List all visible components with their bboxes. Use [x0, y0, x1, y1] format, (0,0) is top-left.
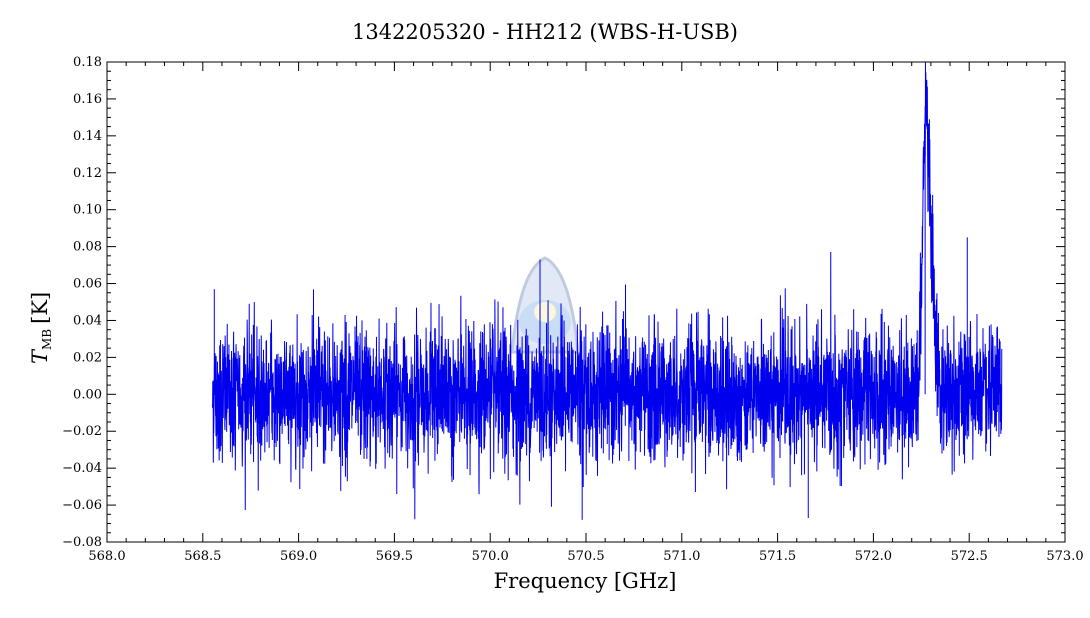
- y-axis-label-unit: [K]: [28, 292, 52, 324]
- x-tick-label: 570.0: [472, 549, 509, 564]
- y-tick-label: 0.12: [73, 166, 102, 181]
- x-tick-label: 573.0: [1046, 549, 1083, 564]
- y-axis-ticks: −0.08 −0.06 −0.04 −0.02 0.00 0.02 0.04 0.06 0.08…: [62, 55, 1065, 550]
- y-tick-label: 0.16: [73, 92, 102, 107]
- y-tick-label: 0.00: [73, 387, 102, 402]
- plot-area: [211, 61, 1003, 520]
- x-tick-label: 572.0: [855, 549, 892, 564]
- x-tick-label: 571.5: [759, 549, 796, 564]
- y-tick-label: −0.02: [62, 424, 102, 439]
- plot-frame: [106, 61, 1066, 543]
- y-tick-label: 0.06: [73, 277, 102, 292]
- x-tick-label: 568.5: [184, 549, 221, 564]
- x-tick-label: 571.0: [663, 549, 700, 564]
- y-axis-label-symbol: T: [28, 348, 52, 364]
- x-axis-label: Frequency [GHz]: [494, 569, 677, 593]
- x-tick-label: 568.0: [88, 549, 125, 564]
- y-tick-label: 0.02: [73, 350, 102, 365]
- y-axis-label-subscript: MB: [40, 329, 54, 350]
- y-tick-label: 0.08: [73, 240, 102, 255]
- x-tick-label: 569.0: [280, 549, 317, 564]
- y-tick-label: 0.10: [73, 203, 102, 218]
- svg-text:TMB[K]: TMB [K]: [28, 292, 54, 364]
- y-tick-label: 0.18: [73, 55, 102, 70]
- y-tick-label: 0.04: [73, 313, 102, 328]
- y-tick-label: 0.14: [73, 129, 102, 144]
- x-tick-label: 570.5: [567, 549, 604, 564]
- y-axis-label: TMB [K]: [28, 292, 54, 364]
- series-line: [211, 61, 1003, 520]
- x-tick-label: 572.5: [951, 549, 988, 564]
- chart-title: 1342205320 - HH212 (WBS-H-USB): [352, 20, 738, 44]
- y-tick-label: −0.04: [62, 461, 102, 476]
- y-tick-label: −0.08: [62, 535, 102, 550]
- y-tick-label: −0.06: [62, 498, 102, 513]
- x-tick-label: 569.5: [376, 549, 413, 564]
